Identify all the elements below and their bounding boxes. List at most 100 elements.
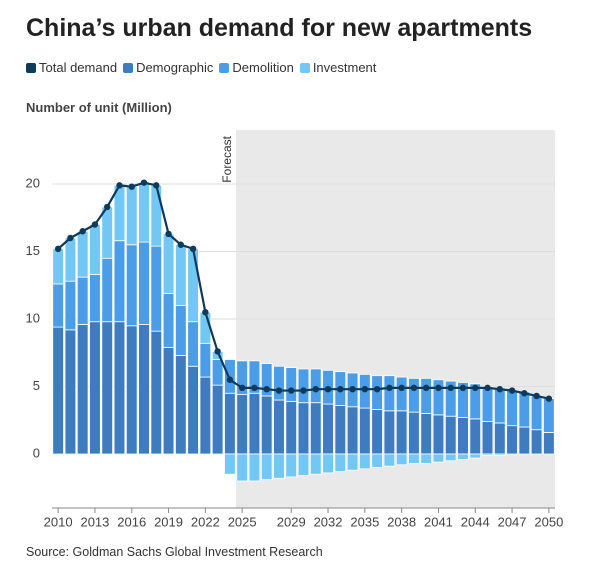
bar-segment: [199, 342, 212, 378]
line-point: [288, 387, 295, 394]
line-point: [386, 384, 393, 392]
bar-segment: [469, 418, 482, 455]
bar-segment: [408, 377, 420, 413]
bar-segment: [457, 417, 469, 455]
line-point: [410, 384, 418, 392]
bar-segment: [101, 321, 114, 455]
bar-segment: [273, 365, 285, 401]
line-point: [373, 386, 381, 393]
bar-segment: [469, 453, 482, 459]
bar-segment: [52, 326, 64, 455]
bar-segment: [371, 453, 383, 468]
bar-segment: [273, 453, 285, 479]
bar-segment: [420, 453, 432, 464]
bar-segment: [260, 363, 273, 397]
bar-segment: [322, 453, 334, 474]
source: Source: Goldman Sachs Global Investment …: [26, 545, 323, 559]
line-point: [435, 384, 442, 392]
bar-segment: [125, 325, 138, 455]
x-tick-label: 2016: [117, 514, 146, 529]
y-tick-label: 5: [33, 378, 40, 393]
x-tick-label: 2044: [461, 514, 490, 529]
bar-segment: [199, 376, 212, 455]
bar-segment: [420, 413, 432, 455]
bar-segment: [346, 406, 359, 455]
y-axis-label: Number of unit (Million): [26, 100, 172, 115]
bar-segment: [101, 206, 114, 259]
bar-segment: [162, 292, 175, 348]
legend: Total demand Demographic Demolition Investm…: [26, 60, 376, 75]
legend-label: Total demand: [39, 60, 118, 75]
x-tick-label: 2032: [314, 514, 343, 529]
bar-segment: [162, 233, 175, 294]
bar-segment: [518, 426, 531, 455]
bar-segment: [530, 395, 543, 431]
legend-item: Demolition: [219, 60, 294, 75]
bar-segment: [64, 329, 77, 455]
bar-segment: [175, 305, 187, 356]
chart-title: China’s urban demand for new apartments: [26, 14, 533, 42]
line-point: [116, 182, 123, 189]
bar-segment: [236, 394, 248, 455]
bar-segment: [297, 368, 310, 404]
bar-segment: [138, 241, 150, 325]
line-point: [398, 384, 405, 392]
bar-segment: [224, 453, 236, 475]
y-tick-label: 15: [26, 243, 40, 258]
legend-label: Demolition: [232, 60, 294, 75]
bar-segment: [125, 244, 138, 327]
bar-segment: [408, 453, 420, 464]
bar-segment: [64, 280, 77, 331]
bar-segment: [543, 398, 555, 433]
bar-segment: [76, 276, 89, 325]
line-point: [533, 392, 540, 400]
line-point: [251, 384, 258, 392]
bar-segment: [371, 409, 383, 455]
bar-segment: [76, 323, 89, 455]
bar-segment: [420, 377, 432, 414]
line-point: [312, 386, 319, 393]
line-point: [337, 386, 344, 393]
bar-segment: [457, 382, 469, 418]
line-point: [79, 228, 86, 235]
bar-segment: [113, 240, 126, 323]
bar-segment: [469, 383, 482, 420]
x-tick-label: 2025: [228, 514, 257, 529]
bar-segment: [359, 407, 371, 455]
legend-label: Investment: [312, 60, 377, 75]
bar-segment: [211, 359, 224, 386]
legend-swatch: [299, 62, 310, 73]
bar-segment: [101, 257, 114, 323]
bar-segment: [297, 402, 310, 455]
bar-segment: [248, 453, 261, 482]
bar-segment: [395, 410, 408, 455]
line-point: [508, 387, 516, 394]
line-point: [177, 241, 185, 248]
bar-segment: [383, 375, 396, 412]
x-tick-label: 2019: [154, 514, 183, 529]
bar-segment: [150, 245, 163, 332]
x-tick-label: 2029: [277, 514, 306, 529]
bar-segment: [383, 453, 396, 467]
bar-segment: [236, 453, 248, 482]
legend-item: Investment: [299, 60, 377, 75]
x-tick-label: 2038: [387, 514, 416, 529]
legend-swatch: [26, 62, 36, 73]
bar-segment: [506, 425, 518, 455]
line-point: [275, 387, 283, 394]
bar-segment: [309, 453, 322, 475]
line-point: [459, 384, 467, 392]
bar-segment: [506, 390, 518, 427]
bar-segment: [187, 248, 199, 323]
line-point: [300, 387, 307, 394]
bar-segment: [211, 384, 224, 455]
line-point: [214, 348, 221, 355]
line-point: [447, 384, 454, 392]
bar-segment: [432, 453, 445, 463]
bar-segment: [248, 392, 261, 455]
bar-segment: [236, 360, 248, 396]
bar-segment: [432, 414, 445, 455]
bar-segment: [359, 453, 371, 470]
y-tick-label: 0: [33, 445, 40, 460]
